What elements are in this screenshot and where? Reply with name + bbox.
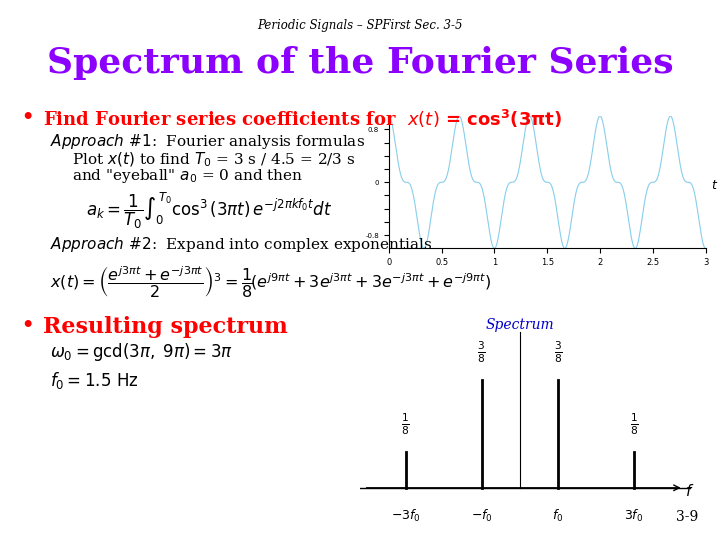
Text: Spectrum of the Fourier Series: Spectrum of the Fourier Series <box>47 46 673 80</box>
Text: $\omega_0 = \mathrm{gcd}(3\pi,\; 9\pi) = 3\pi$: $\omega_0 = \mathrm{gcd}(3\pi,\; 9\pi) =… <box>50 341 233 363</box>
Text: and "eyeball" $a_0$ = 0 and then: and "eyeball" $a_0$ = 0 and then <box>72 167 303 185</box>
Text: $a_k = \dfrac{1}{T_0}\int_0^{T_0} \cos^3(3\pi t)\, e^{-j2\pi k f_0 t} dt$: $a_k = \dfrac{1}{T_0}\int_0^{T_0} \cos^3… <box>86 191 333 232</box>
Text: Resulting spectrum: Resulting spectrum <box>43 316 288 338</box>
Text: Find Fourier series coefficients for  $x(t)$ = $\mathbf{cos^3(3\pi t)}$: Find Fourier series coefficients for $x(… <box>43 108 562 130</box>
Text: $\mathit{Approach\ \#1}$:  Fourier analysis formulas: $\mathit{Approach\ \#1}$: Fourier analys… <box>50 132 366 151</box>
Text: •: • <box>22 108 34 127</box>
Text: $-f_0$: $-f_0$ <box>471 508 492 524</box>
Text: $x(t) = \left(\dfrac{e^{j3\pi t}+e^{-j3\pi t}}{2}\right)^3 = \dfrac{1}{8}\!\left: $x(t) = \left(\dfrac{e^{j3\pi t}+e^{-j3\… <box>50 265 492 300</box>
Text: $3f_0$: $3f_0$ <box>624 508 644 524</box>
Text: $f_0$: $f_0$ <box>552 508 564 524</box>
Text: $\frac{3}{8}$: $\frac{3}{8}$ <box>554 340 562 366</box>
Text: $t$: $t$ <box>711 179 718 192</box>
Text: $\frac{1}{8}$: $\frac{1}{8}$ <box>630 412 639 437</box>
Text: Periodic Signals – SPFirst Sec. 3-5: Periodic Signals – SPFirst Sec. 3-5 <box>257 19 463 32</box>
Text: $\frac{3}{8}$: $\frac{3}{8}$ <box>477 340 486 366</box>
Text: •: • <box>22 316 34 335</box>
Text: $-3f_0$: $-3f_0$ <box>391 508 420 524</box>
Text: $f$: $f$ <box>685 483 695 498</box>
Text: $f_0 = 1.5\ \mathrm{Hz}$: $f_0 = 1.5\ \mathrm{Hz}$ <box>50 370 139 391</box>
Text: $\mathit{Approach\ \#2}$:  Expand into complex exponentials: $\mathit{Approach\ \#2}$: Expand into co… <box>50 235 433 254</box>
Text: Spectrum: Spectrum <box>485 318 554 332</box>
Text: Plot $x(t)$ to find $T_0$ = 3 s / 4.5 = 2/3 s: Plot $x(t)$ to find $T_0$ = 3 s / 4.5 = … <box>72 150 356 168</box>
Text: 3-9: 3-9 <box>676 510 698 524</box>
Text: $\frac{1}{8}$: $\frac{1}{8}$ <box>401 412 410 437</box>
